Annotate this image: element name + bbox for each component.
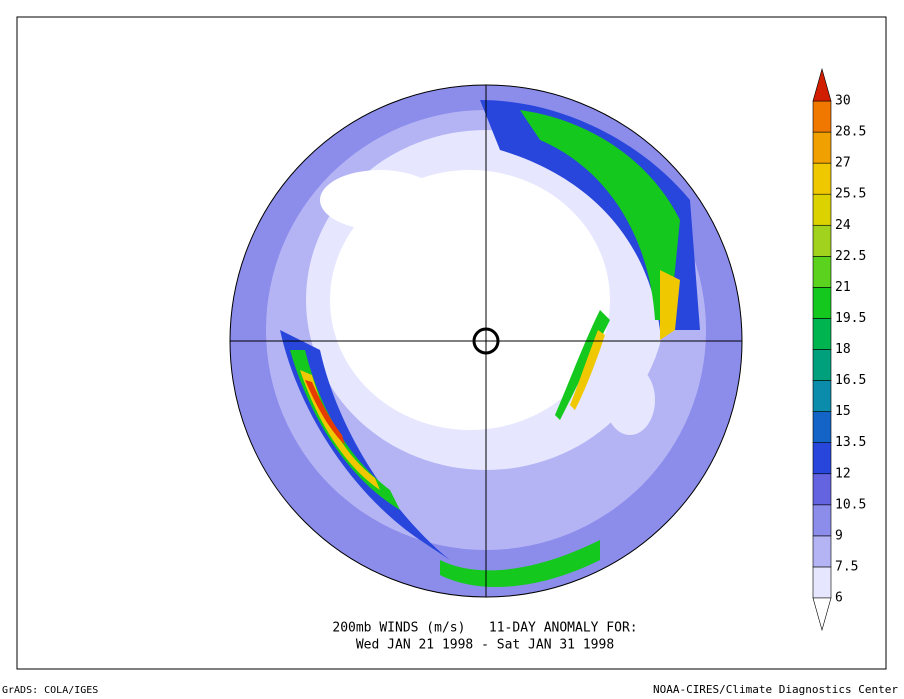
colorbar-label: 22.5 bbox=[835, 249, 866, 264]
colorbar-label: 27 bbox=[835, 156, 851, 171]
colorbar-over bbox=[812, 67, 832, 102]
colorbar-swatch bbox=[812, 349, 832, 381]
colorbar-label: 15 bbox=[835, 404, 851, 419]
colorbar-swatch bbox=[812, 224, 832, 257]
colorbar-label: 12 bbox=[835, 466, 851, 481]
colorbar-swatch bbox=[812, 473, 832, 506]
colorbar-swatch bbox=[812, 162, 832, 195]
colorbar-label: 21 bbox=[835, 280, 851, 295]
colorbar-swatch bbox=[812, 442, 832, 475]
title-line: 200mb WINDS (m/s) 11-DAY ANOMALY FOR: bbox=[332, 621, 637, 636]
colorbar-label: 19.5 bbox=[835, 311, 866, 326]
colorbar-label: 7.5 bbox=[835, 559, 858, 574]
colorbar-label: 25.5 bbox=[835, 187, 866, 202]
title-line: Wed JAN 21 1998 - Sat JAN 31 1998 bbox=[356, 638, 614, 653]
colorbar-swatch bbox=[812, 318, 832, 350]
colorbar-label: 9 bbox=[835, 528, 843, 543]
colorbar-label: 30 bbox=[835, 94, 851, 109]
colorbar-label: 10.5 bbox=[835, 497, 866, 512]
colorbar-swatch bbox=[812, 411, 832, 443]
colorbar-swatch bbox=[812, 256, 832, 288]
colorbar-swatch bbox=[812, 193, 832, 226]
colorbar-swatch bbox=[812, 100, 832, 133]
colorbar-label: 24 bbox=[835, 218, 851, 233]
colorbar: 6 7.5 9 10.5 12 13.5 15 16.5 18 19.5 21 22.5 24 25.5 2… bbox=[812, 67, 866, 632]
colorbar-label: 28.5 bbox=[835, 125, 866, 140]
pole-marker bbox=[472, 327, 500, 355]
colorbar-label: 18 bbox=[835, 342, 851, 357]
colorbar-swatch bbox=[812, 535, 832, 568]
colorbar-under bbox=[812, 597, 832, 632]
colorbar-swatch bbox=[812, 380, 832, 412]
colorbar-label: 16.5 bbox=[835, 373, 866, 388]
footer-right: NOAA-CIRES/Climate Diagnostics Center bbox=[653, 683, 898, 696]
colorbar-label: 13.5 bbox=[835, 435, 866, 450]
colorbar-label: 6 bbox=[835, 591, 843, 606]
colorbar-swatch bbox=[812, 287, 832, 319]
frame bbox=[16, 16, 887, 670]
colorbar-swatch bbox=[812, 504, 832, 537]
colorbar-swatch bbox=[812, 131, 832, 164]
footer-left: GrADS: COLA/IGES bbox=[2, 685, 98, 696]
colorbar-swatch bbox=[812, 566, 832, 599]
